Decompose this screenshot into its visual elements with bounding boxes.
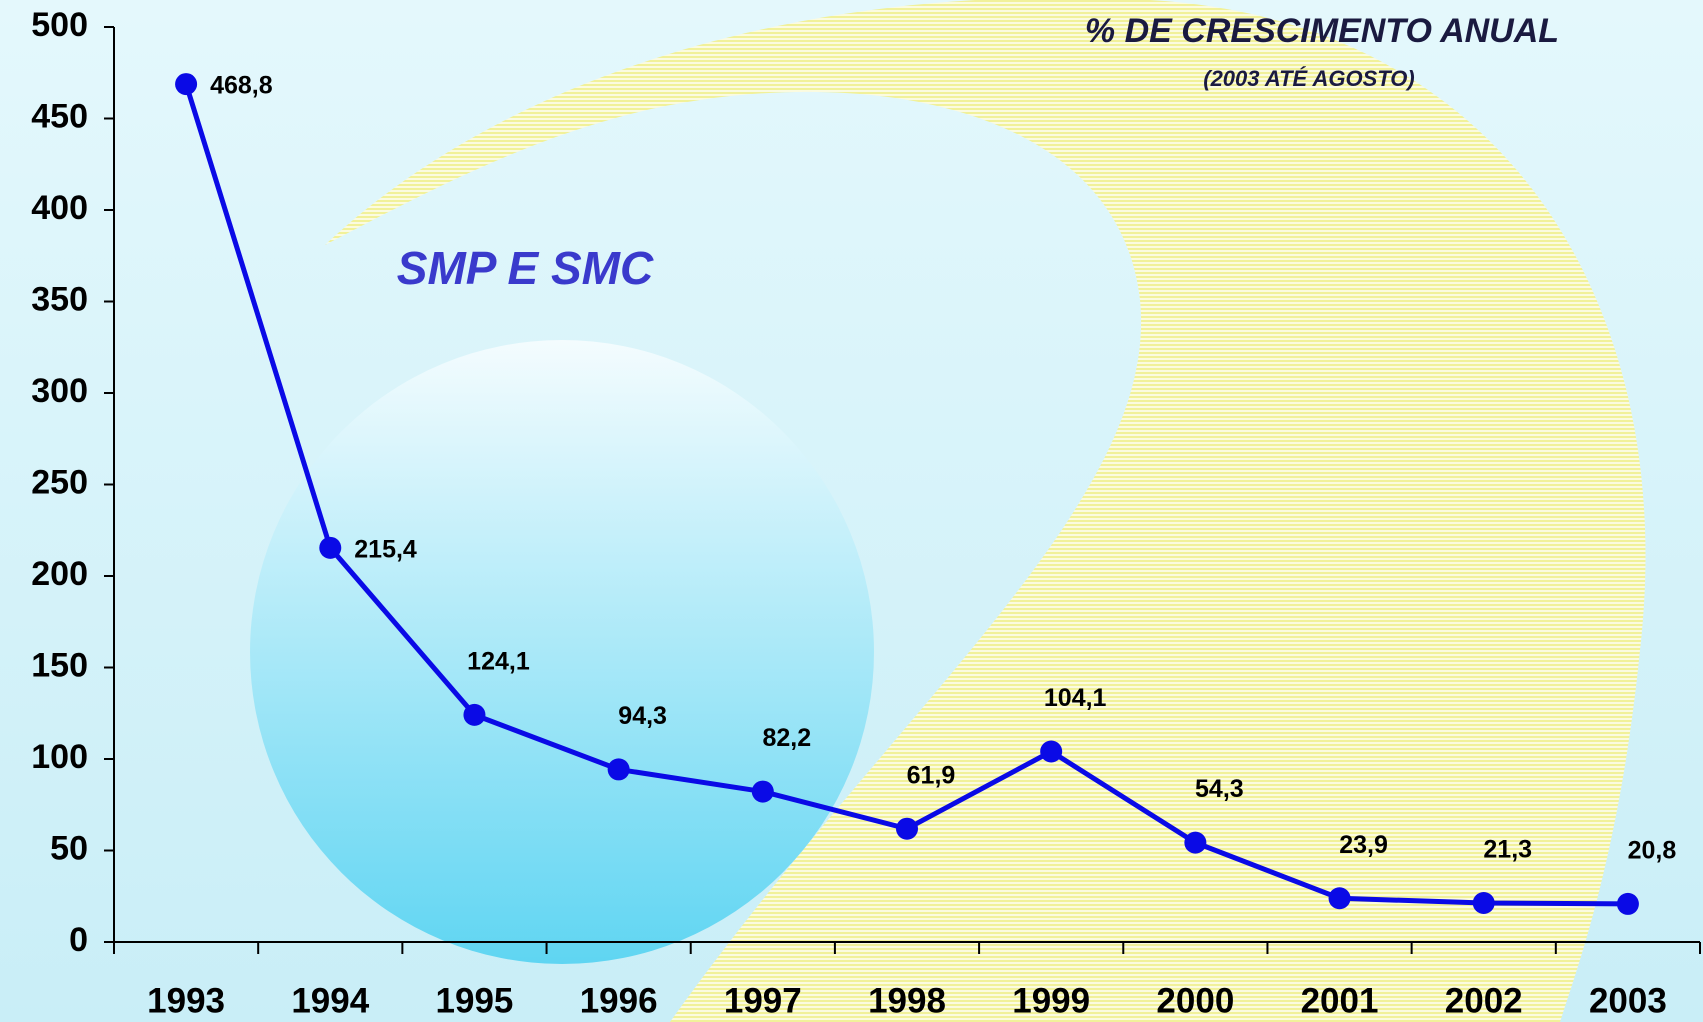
y-tick-label: 200: [31, 555, 88, 593]
data-label: 54,3: [1195, 775, 1244, 803]
data-label: 20,8: [1628, 837, 1677, 865]
data-point: [1616, 892, 1639, 915]
y-tick-label: 50: [50, 829, 88, 867]
x-tick-label: 1999: [1012, 981, 1090, 1020]
x-tick-label: 2002: [1445, 981, 1523, 1020]
data-point: [751, 780, 774, 803]
y-tick-label: 500: [31, 6, 88, 44]
y-tick-label: 100: [31, 738, 88, 776]
x-tick-label: 1997: [724, 981, 802, 1020]
data-point: [175, 73, 198, 96]
data-label: 61,9: [907, 761, 956, 789]
x-tick-label: 1998: [868, 981, 946, 1020]
data-point: [1040, 740, 1063, 763]
data-label: 124,1: [467, 648, 530, 676]
data-label: 82,2: [762, 724, 811, 752]
data-point: [1328, 887, 1351, 910]
chart-title: % DE CRESCIMENTO ANUAL: [1085, 12, 1559, 50]
data-label: 21,3: [1483, 836, 1532, 864]
data-point: [1184, 831, 1207, 854]
x-tick-label: 2003: [1589, 981, 1667, 1020]
annotation: SMP E SMC: [397, 242, 654, 294]
y-tick-label: 300: [31, 372, 88, 410]
data-point: [896, 817, 918, 840]
data-label: 23,9: [1339, 831, 1388, 859]
x-tick-label: 2000: [1156, 981, 1234, 1020]
y-tick-label: 0: [69, 921, 88, 959]
y-tick-label: 400: [31, 189, 88, 227]
data-label: 468,8: [210, 72, 273, 100]
decor-circle: [250, 340, 874, 964]
data-point: [319, 536, 342, 559]
data-label: 215,4: [354, 535, 417, 563]
y-tick-label: 250: [31, 463, 88, 501]
x-tick-label: 1993: [147, 981, 225, 1020]
y-tick-label: 350: [31, 280, 88, 318]
data-point: [607, 758, 630, 781]
x-tick-label: 1996: [580, 981, 658, 1020]
x-tick-label: 1994: [291, 981, 369, 1020]
x-tick-label: 1995: [436, 981, 514, 1020]
data-point: [463, 703, 486, 726]
y-tick-label: 150: [31, 646, 88, 684]
decor-swoosh: [325, 0, 1646, 1022]
x-tick-label: 2001: [1301, 981, 1379, 1020]
chart-subtitle: (2003 ATÉ AGOSTO): [1203, 66, 1415, 91]
y-tick-label: 450: [31, 97, 88, 135]
data-label: 94,3: [618, 702, 667, 730]
data-point: [1472, 892, 1495, 915]
data-label: 104,1: [1044, 684, 1107, 712]
